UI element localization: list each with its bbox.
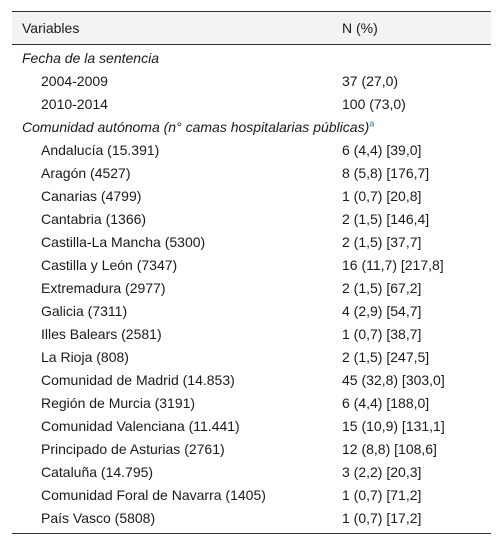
section-header-row: Comunidad autónoma (n° camas hospitalari…: [12, 115, 491, 138]
variable-cell: Castilla y León (7347): [41, 256, 178, 273]
value-cell: 6 (4,4) [188,0]: [342, 394, 430, 411]
table-row: 2010-2014 100 (73,0): [12, 92, 491, 115]
value-cell: 100 (73,0): [342, 95, 406, 112]
value-cell: 16 (11,7) [217,8]: [342, 256, 444, 273]
section-title: Comunidad autónoma (n° camas hospitalari…: [22, 118, 370, 135]
section-title-cell: Comunidad autónoma (n° camas hospitalari…: [12, 117, 491, 135]
variable-cell: Región de Murcia (3191): [41, 394, 196, 411]
value-cell: 8 (5,8) [176,7]: [342, 164, 430, 181]
table-row: Extremadura (2977) 2 (1,5) [67,2]: [12, 276, 491, 299]
variable-cell: 2004-2009: [41, 72, 108, 89]
variable-cell: Galicia (7311): [41, 302, 128, 319]
value-cell: 1 (0,7) [20,8]: [342, 187, 422, 204]
table-row: Castilla-La Mancha (5300) 2 (1,5) [37,7]: [12, 230, 491, 253]
section-header-row: Fecha de la sentencia: [12, 46, 491, 69]
table-row: Cantabria (1366) 2 (1,5) [146,4]: [12, 207, 491, 230]
variable-cell: Extremadura (2977): [41, 279, 166, 296]
variable-cell: Cantabria (1366): [41, 210, 147, 227]
data-table: Variables N (%) Fecha de la sentencia 200…: [12, 11, 491, 534]
value-cell: 2 (1,5) [37,7]: [342, 233, 422, 250]
variable-cell: País Vasco (5808): [41, 509, 156, 526]
variable-cell: Principado de Asturias (2761): [41, 440, 225, 457]
value-cell: 3 (2,2) [20,3]: [342, 463, 422, 480]
table-top-rule: [12, 11, 491, 12]
value-cell: 1 (0,7) [71,2]: [342, 486, 422, 503]
variable-cell: Illes Balears (2581): [41, 325, 162, 342]
value-cell: 1 (0,7) [17,2]: [342, 509, 422, 526]
value-cell: 4 (2,9) [54,7]: [342, 302, 422, 319]
table-row: Castilla y León (7347) 16 (11,7) [217,8]: [12, 253, 491, 276]
table-row: Illes Balears (2581) 1 (0,7) [38,7]: [12, 322, 491, 345]
variable-cell: La Rioja (808): [41, 348, 129, 365]
table-row: País Vasco (5808) 1 (0,7) [17,2]: [12, 506, 491, 529]
value-cell: 6 (4,4) [39,0]: [342, 141, 422, 158]
variable-cell: Comunidad de Madrid (14.853): [41, 371, 235, 388]
variable-cell: Canarias (4799): [41, 187, 142, 204]
header-variables: Variables: [22, 20, 80, 36]
table-row: Aragón (4527) 8 (5,8) [176,7]: [12, 161, 491, 184]
variable-cell: Cataluña (14.795): [41, 463, 154, 480]
variable-cell: Comunidad Foral de Navarra (1405): [41, 486, 266, 503]
table-row: Canarias (4799) 1 (0,7) [20,8]: [12, 184, 491, 207]
value-cell: 1 (0,7) [38,7]: [342, 325, 422, 342]
footnote-marker[interactable]: a: [369, 117, 375, 128]
variable-cell: Castilla-La Mancha (5300): [41, 233, 206, 250]
table-row: Principado de Asturias (2761) 12 (8,8) [1…: [12, 437, 491, 460]
value-cell: 2 (1,5) [146,4]: [342, 210, 430, 227]
value-cell: 15 (10,9) [131,1]: [342, 417, 445, 434]
table-body: Fecha de la sentencia 2004-2009 37 (27,0) 2…: [12, 45, 491, 534]
variable-cell: 2010-2014: [41, 95, 108, 112]
variable-cell: Comunidad Valenciana (11.441): [41, 417, 240, 434]
table-row: Andalucía (15.391) 6 (4,4) [39,0]: [12, 138, 491, 161]
table-row: Cataluña (14.795) 3 (2,2) [20,3]: [12, 460, 491, 483]
value-cell: 12 (8,8) [108,6]: [342, 440, 437, 457]
header-n-percent: N (%): [342, 20, 378, 36]
variable-cell: Andalucía (15.391): [41, 141, 160, 158]
table-row: 2004-2009 37 (27,0): [12, 69, 491, 92]
value-cell: 37 (27,0): [342, 72, 399, 89]
value-cell: 2 (1,5) [247,5]: [342, 348, 430, 365]
table-row: Comunidad Foral de Navarra (1405) 1 (0,7)…: [12, 483, 491, 506]
table-row: Región de Murcia (3191) 6 (4,4) [188,0]: [12, 391, 491, 414]
value-cell: 2 (1,5) [67,2]: [342, 279, 422, 296]
variable-cell: Aragón (4527): [41, 164, 131, 181]
table-row: Galicia (7311) 4 (2,9) [54,7]: [12, 299, 491, 322]
value-cell: 45 (32,8) [303,0]: [342, 371, 445, 388]
table-row: Comunidad Valenciana (11.441) 15 (10,9) […: [12, 414, 491, 437]
table-row: La Rioja (808) 2 (1,5) [247,5]: [12, 345, 491, 368]
table-header-row: Variables N (%): [12, 12, 491, 45]
table-row: Comunidad de Madrid (14.853) 45 (32,8) [3…: [12, 368, 491, 391]
section-title: Fecha de la sentencia: [22, 49, 159, 66]
section-title-cell: Fecha de la sentencia: [12, 50, 491, 66]
